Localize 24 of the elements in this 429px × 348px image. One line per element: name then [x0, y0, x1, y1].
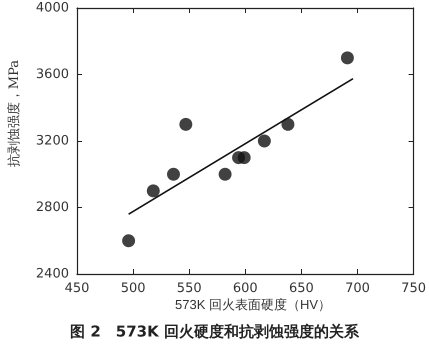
x-tick-label: 500 [120, 281, 146, 296]
y-tick-label: 4000 [36, 0, 69, 16]
point [218, 168, 232, 181]
point [258, 134, 271, 148]
point [281, 118, 294, 131]
y-tick-label: 2400 [36, 266, 69, 282]
x-axis-title: 573K 回火表面硬度（HV） [175, 297, 332, 312]
y-tick-label: 3200 [36, 134, 69, 148]
x-tick-label: 650 [288, 281, 314, 296]
x-tick-label: 550 [176, 281, 202, 296]
point [340, 51, 354, 64]
text: 图 2 573K 回火硬度和抗剥蚀强度的关系 [70, 322, 360, 340]
x-tick-label: 750 [401, 281, 426, 296]
point [238, 151, 251, 164]
y-tick-label: 2800 [36, 200, 69, 215]
x-tick-label: 600 [232, 281, 258, 296]
x-tick-label: 700 [345, 281, 370, 296]
point [146, 184, 160, 198]
x-tick-label: 450 [64, 281, 90, 296]
point [179, 118, 192, 131]
point [167, 168, 180, 181]
y-tick-label: 3600 [36, 67, 69, 82]
y-axis-title: 抗剥蚀强度，MPa [6, 60, 22, 168]
point [122, 234, 136, 248]
